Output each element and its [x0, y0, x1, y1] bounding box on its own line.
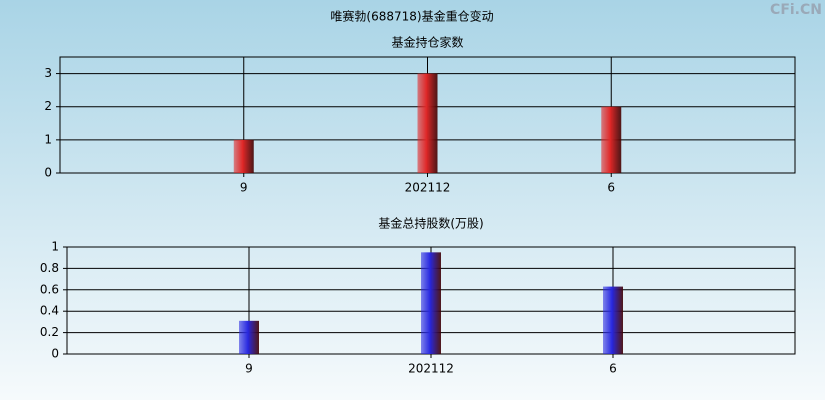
bar [603, 286, 623, 354]
chart-title: 基金持仓家数 [391, 35, 463, 50]
y-tick-label: 2 [44, 99, 52, 113]
x-tick-label: 202112 [408, 362, 454, 376]
y-tick-label: 1 [44, 132, 52, 146]
y-tick-label: 0 [44, 166, 52, 180]
bar [601, 106, 622, 173]
x-tick-label: 9 [245, 362, 253, 376]
x-tick-label: 202112 [405, 181, 451, 195]
y-tick-label: 0.2 [40, 325, 59, 339]
bar [233, 139, 254, 173]
x-tick-label: 9 [240, 181, 248, 195]
y-tick-label: 1 [51, 240, 59, 254]
bar [417, 73, 438, 173]
watermark: CFi.CN [770, 2, 822, 18]
x-tick-label: 6 [607, 181, 615, 195]
y-tick-label: 0.8 [40, 261, 59, 275]
y-tick-label: 0.4 [40, 304, 59, 318]
bar [239, 320, 259, 354]
y-tick-label: 3 [44, 66, 52, 80]
y-tick-label: 0.6 [40, 282, 59, 296]
x-tick-label: 6 [609, 362, 617, 376]
chart-title: 基金总持股数(万股) [378, 216, 483, 231]
y-tick-label: 0 [51, 347, 59, 361]
bar [421, 252, 441, 354]
page-title: 唯赛勃(688718)基金重仓变动 [330, 9, 493, 24]
